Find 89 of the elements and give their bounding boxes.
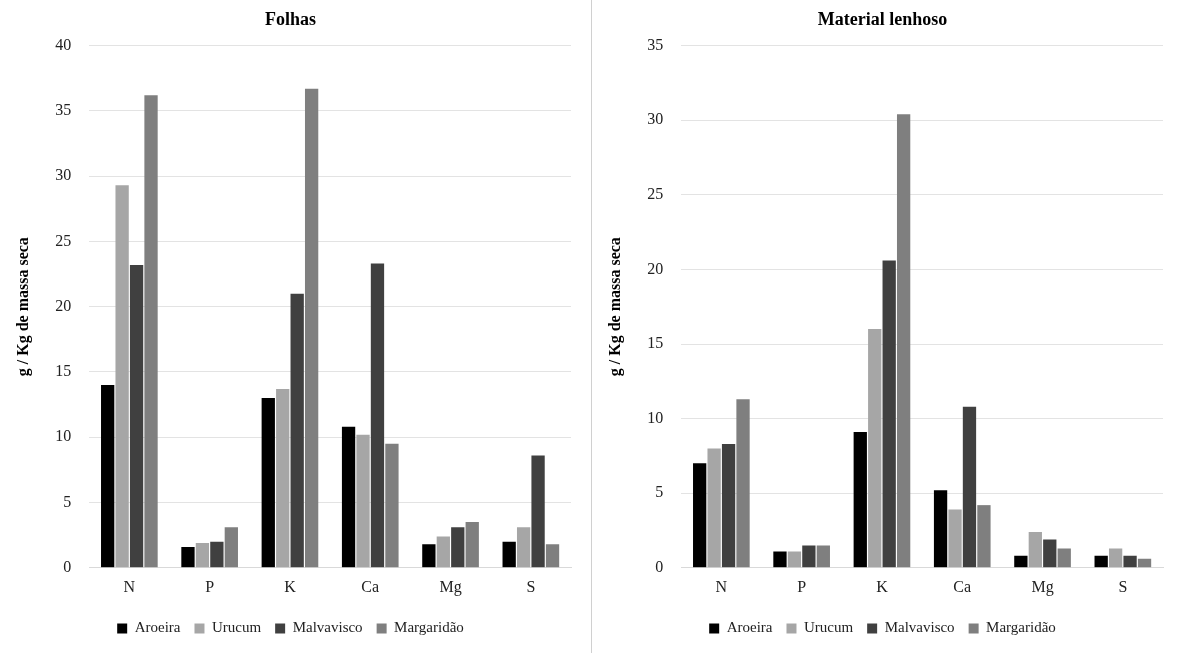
legend-label: Urucum <box>803 619 854 636</box>
y-tick-label: 15 <box>647 334 664 352</box>
legend-label: Margaridão <box>986 619 1056 636</box>
y-tick-label: 10 <box>647 408 664 426</box>
y-tick-label: 25 <box>647 185 664 202</box>
y-tick-label: 30 <box>647 110 664 128</box>
bar <box>1094 555 1108 568</box>
bar <box>962 406 977 568</box>
bar <box>1057 548 1071 568</box>
bar <box>210 541 224 568</box>
bar <box>1043 539 1057 568</box>
bar <box>436 536 450 568</box>
x-tick-label: Ca <box>361 577 380 595</box>
bar <box>290 293 304 568</box>
bar <box>276 388 290 568</box>
x-tick-label: S <box>1118 577 1128 595</box>
y-tick-label: 0 <box>655 558 664 575</box>
bar <box>370 263 385 568</box>
bar <box>816 545 830 568</box>
legend-label: Urucum <box>211 619 262 636</box>
bar <box>115 185 129 568</box>
bar <box>129 264 144 568</box>
bar <box>977 505 991 568</box>
bar <box>802 545 816 568</box>
bar <box>304 88 319 568</box>
bar <box>341 426 356 568</box>
bar <box>181 546 195 568</box>
legend-label: Aroeira <box>726 619 773 636</box>
y-tick-label: 15 <box>55 362 72 380</box>
x-tick-label: K <box>876 577 889 595</box>
x-tick-label: S <box>526 577 536 595</box>
x-tick-label: P <box>205 577 215 595</box>
bar <box>516 527 531 568</box>
bar <box>502 541 516 568</box>
x-tick-label: Mg <box>439 577 462 596</box>
bar <box>853 432 867 568</box>
bar <box>736 399 750 568</box>
bar <box>261 398 275 568</box>
y-tick-label: 10 <box>55 427 72 445</box>
y-tick-label: 30 <box>55 166 72 184</box>
y-tick-label: 0 <box>63 558 72 575</box>
y-tick-label: 35 <box>647 35 664 53</box>
y-tick-label: 40 <box>55 35 72 53</box>
y-tick-label: 20 <box>55 296 72 314</box>
x-tick-label: N <box>123 577 136 595</box>
legend-label: Margaridão <box>394 619 464 636</box>
y-tick-label: 5 <box>63 492 72 510</box>
bar <box>896 114 911 568</box>
y-tick-label: 25 <box>55 231 72 249</box>
bar <box>868 329 882 568</box>
x-tick-label: Ca <box>953 577 972 595</box>
bar <box>1108 548 1123 568</box>
bar <box>451 527 465 568</box>
y-tick-label: 5 <box>655 483 664 501</box>
bar <box>1123 555 1137 568</box>
bar <box>224 527 238 568</box>
bar <box>422 544 436 568</box>
bar <box>707 448 721 568</box>
chart-title: Material lenhoso <box>817 9 948 30</box>
bar <box>948 509 962 568</box>
bar <box>545 544 560 568</box>
bar <box>1014 555 1028 568</box>
x-tick-label: P <box>797 577 807 595</box>
x-tick-label: Mg <box>1031 577 1054 596</box>
bar <box>356 434 370 568</box>
y-axis-title: g / Kg de massa seca <box>13 237 32 377</box>
legend-label: Malvavisco <box>884 619 955 636</box>
x-tick-label: N <box>715 577 728 595</box>
x-tick-label: K <box>284 577 297 595</box>
bar <box>933 490 948 568</box>
bar <box>1028 531 1042 568</box>
bar <box>101 385 115 568</box>
bar <box>882 260 896 568</box>
y-tick-label: 35 <box>55 101 72 119</box>
bar <box>693 463 707 568</box>
bar <box>787 551 802 568</box>
chart-title: Folhas <box>264 9 317 30</box>
y-tick-label: 20 <box>647 259 664 277</box>
legend-label: Malvavisco <box>292 619 363 636</box>
y-axis-title: g / Kg de massa seca <box>605 237 624 377</box>
bar <box>1137 558 1152 568</box>
bar <box>721 443 736 568</box>
bar <box>195 543 210 568</box>
legend-label: Aroeira <box>134 619 181 636</box>
bar <box>773 551 787 568</box>
bar <box>465 522 479 568</box>
bar <box>144 95 158 568</box>
bar <box>385 443 399 568</box>
bar <box>531 455 545 568</box>
